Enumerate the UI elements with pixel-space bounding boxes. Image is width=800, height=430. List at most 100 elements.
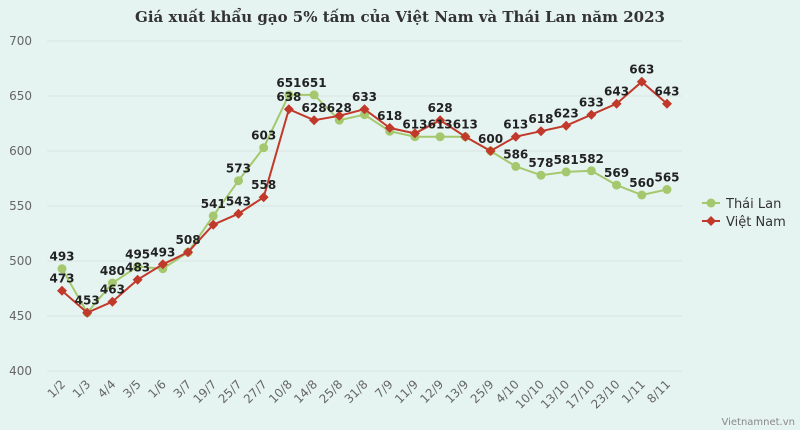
data-label: 638 xyxy=(276,90,301,104)
data-point xyxy=(360,110,369,120)
data-label: 651 xyxy=(302,76,327,90)
data-point xyxy=(536,170,546,180)
data-point xyxy=(233,208,244,219)
data-label: 581 xyxy=(554,153,579,167)
data-label: 508 xyxy=(176,233,201,247)
data-point xyxy=(284,90,294,100)
data-label: 600 xyxy=(478,132,503,146)
data-label: 603 xyxy=(251,129,276,143)
x-tick-label: 10/8 xyxy=(266,377,295,406)
y-tick-label: 550 xyxy=(9,199,32,213)
data-label: 643 xyxy=(654,85,679,99)
y-tick-label: 500 xyxy=(9,254,32,268)
data-label: 453 xyxy=(75,294,100,308)
data-label: 613 xyxy=(428,118,453,132)
data-point xyxy=(133,262,143,271)
data-label: 633 xyxy=(579,96,604,110)
series-line xyxy=(61,93,668,315)
data-point xyxy=(384,122,395,133)
data-point xyxy=(57,285,67,296)
data-label: 560 xyxy=(629,176,654,190)
data-label: 582 xyxy=(579,152,604,166)
data-label: 493 xyxy=(150,245,175,259)
data-point xyxy=(535,126,546,137)
x-tick-label: 19/7 xyxy=(190,377,219,406)
x-tick-label: 12/9 xyxy=(417,377,446,406)
data-point xyxy=(309,90,319,100)
data-point xyxy=(561,167,571,177)
data-point xyxy=(208,211,218,221)
legend-entry: Thái Lan xyxy=(725,197,781,212)
data-point xyxy=(132,274,143,285)
data-label: 628 xyxy=(302,101,327,115)
data-point xyxy=(283,104,294,115)
data-point xyxy=(510,131,521,142)
data-point xyxy=(460,131,471,142)
data-point xyxy=(334,110,345,121)
data-label: 493 xyxy=(49,250,74,264)
data-label: 618 xyxy=(528,112,553,126)
x-tick-label: 1/6 xyxy=(145,377,169,401)
data-point xyxy=(586,109,597,120)
data-point xyxy=(611,98,622,109)
x-tick-label: 11/9 xyxy=(392,377,421,406)
data-point xyxy=(107,296,118,307)
data-point xyxy=(561,120,572,131)
data-point xyxy=(409,128,420,139)
data-label: 651 xyxy=(276,76,301,90)
y-tick-label: 650 xyxy=(9,89,32,103)
data-point xyxy=(435,132,445,142)
x-tick-label: 27/7 xyxy=(241,377,270,406)
x-tick-label: 25/8 xyxy=(316,377,345,406)
x-tick-label: 14/8 xyxy=(291,377,320,406)
data-label: 573 xyxy=(226,162,251,176)
legend-marker xyxy=(706,198,716,208)
x-tick-label: 31/8 xyxy=(342,377,371,406)
x-tick-label: 3/5 xyxy=(120,377,144,401)
data-label: 613 xyxy=(503,118,528,132)
data-label: 643 xyxy=(604,85,629,99)
data-label: 628 xyxy=(327,101,352,115)
data-label: 565 xyxy=(654,171,679,185)
data-label: 618 xyxy=(377,109,402,123)
x-tick-label: 25/9 xyxy=(468,377,497,406)
data-label: 558 xyxy=(251,178,276,192)
y-tick-label: 600 xyxy=(9,144,32,158)
source-label: Vietnamnet.vn xyxy=(721,417,795,428)
data-point xyxy=(82,307,93,318)
data-point xyxy=(586,166,596,176)
data-label: 473 xyxy=(49,272,74,286)
data-point xyxy=(309,115,320,126)
y-tick-label: 450 xyxy=(9,309,32,323)
data-point xyxy=(359,104,370,115)
data-label: 613 xyxy=(402,118,427,132)
x-tick-label: 1/11 xyxy=(619,377,648,406)
y-tick-label: 400 xyxy=(9,364,32,378)
data-label: 543 xyxy=(226,195,251,209)
data-point xyxy=(258,192,269,203)
data-point xyxy=(157,259,168,270)
data-point xyxy=(233,176,243,186)
data-label: 633 xyxy=(352,90,377,104)
data-label: 483 xyxy=(125,261,150,275)
legend-marker xyxy=(706,216,716,226)
x-tick-label: 8/11 xyxy=(644,377,673,406)
x-tick-label: 25/7 xyxy=(216,377,245,406)
y-tick-label: 700 xyxy=(9,34,32,48)
data-label: 463 xyxy=(100,283,125,297)
data-point xyxy=(259,143,269,153)
data-point xyxy=(612,180,622,190)
data-label: 480 xyxy=(100,264,125,278)
data-label: 613 xyxy=(453,118,478,132)
x-tick-label: 13/9 xyxy=(442,377,471,406)
data-label: 495 xyxy=(125,248,150,262)
data-point xyxy=(435,115,446,126)
x-tick-label: 1/3 xyxy=(70,377,94,401)
data-label: 586 xyxy=(503,147,528,161)
data-label: 578 xyxy=(528,156,553,170)
data-point xyxy=(57,264,67,274)
data-point xyxy=(662,185,672,194)
data-point xyxy=(511,161,521,171)
x-tick-label: 23/10 xyxy=(588,377,622,411)
